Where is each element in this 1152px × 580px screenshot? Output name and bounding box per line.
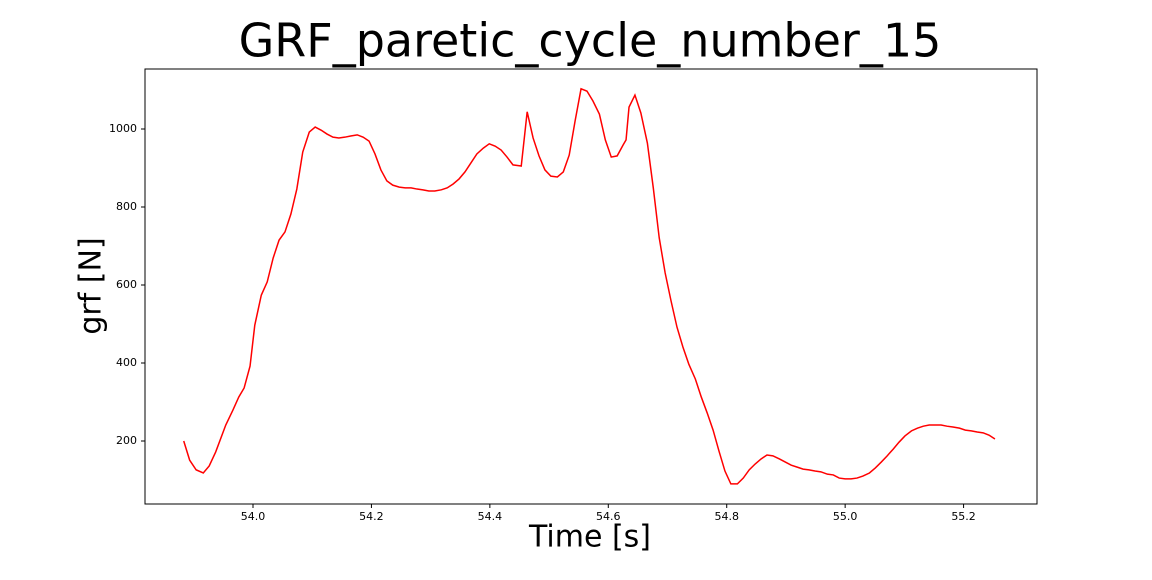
- x-tick-label: 54.8: [714, 510, 739, 523]
- y-tick-label: 200: [116, 434, 137, 447]
- y-tick-label: 800: [116, 200, 137, 213]
- x-axis-label: Time [s]: [528, 520, 651, 555]
- chart-title: GRF_paretic_cycle_number_15: [239, 14, 942, 68]
- x-tick-label: 55.2: [951, 510, 976, 523]
- plot-frame: [144, 68, 1038, 505]
- y-axis-label: grf [N]: [74, 237, 109, 334]
- data-line: [183, 87, 996, 485]
- y-tick-label: 400: [116, 356, 137, 369]
- x-tick-label: 55.0: [833, 510, 858, 523]
- x-tick-label: 54.4: [478, 510, 503, 523]
- x-tick-label: 54.2: [359, 510, 384, 523]
- x-tick-label: 54.0: [241, 510, 266, 523]
- x-tick-label: 54.6: [596, 510, 621, 523]
- y-tick-label: 1000: [109, 122, 137, 135]
- y-tick-label: 600: [116, 278, 137, 291]
